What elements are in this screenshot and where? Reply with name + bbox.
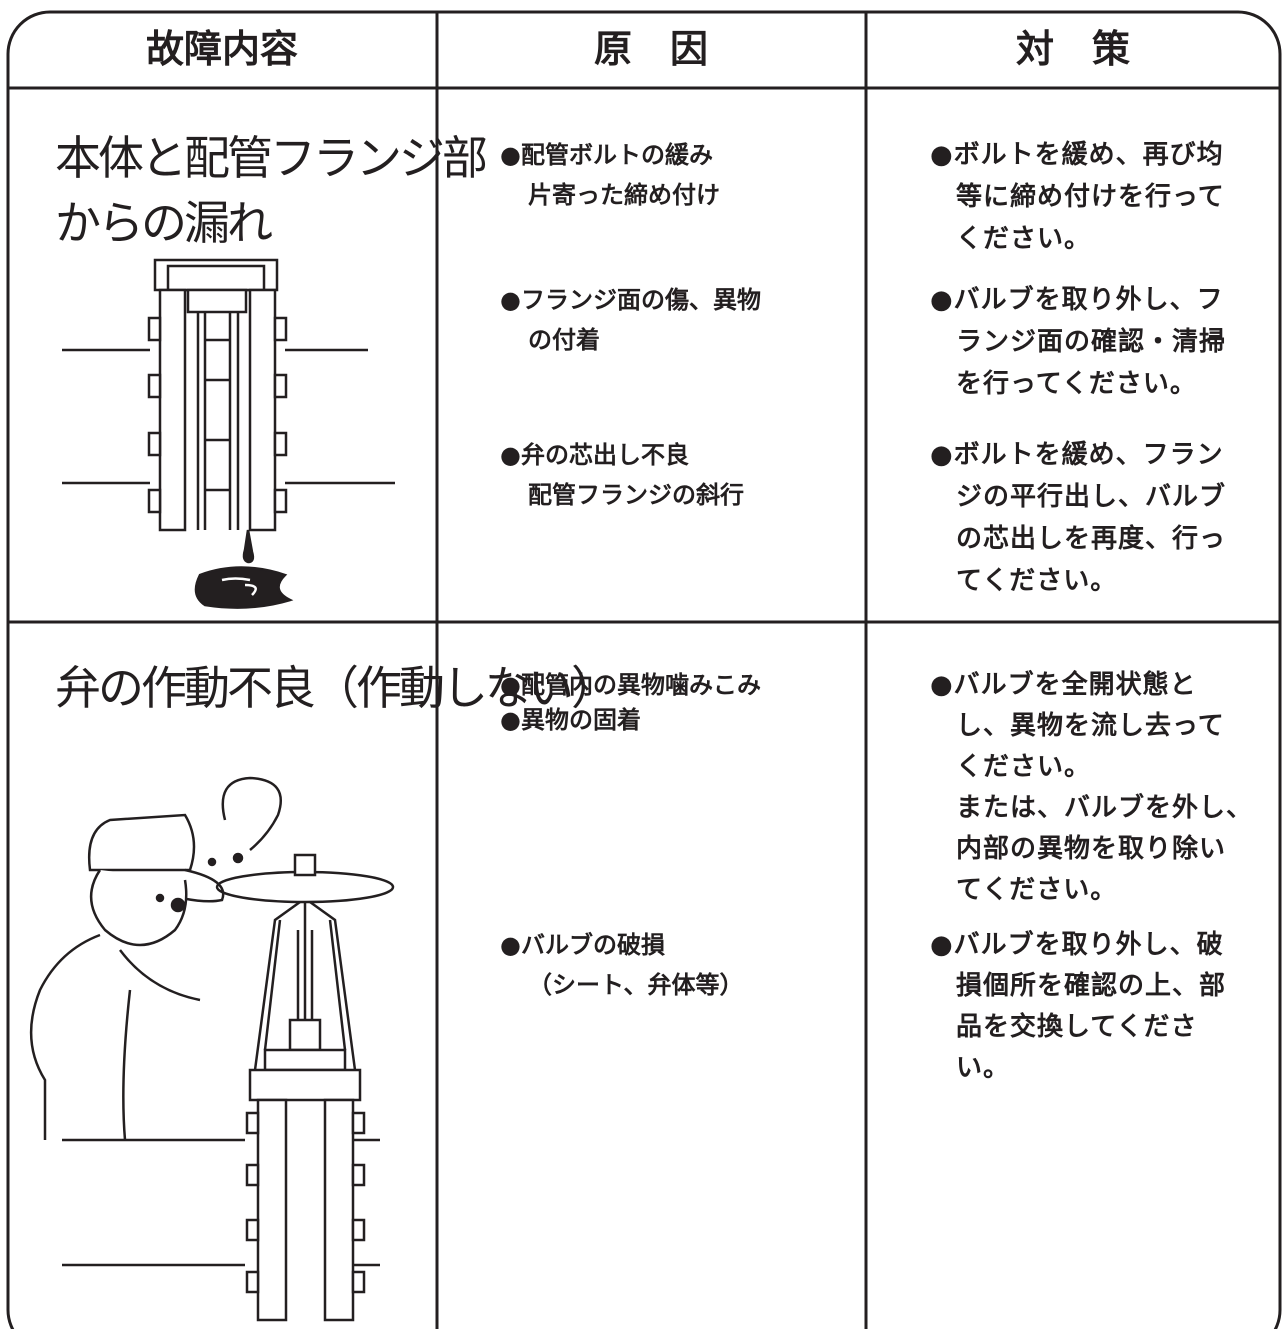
worker-valve-illustration [29,776,395,1322]
measure-text: 損個所を確認の上、部 [956,971,1227,1001]
cause-text: 配管フランジの斜行 [528,481,744,509]
cause-text: ●配管内の異物噛みこみ [500,671,761,699]
cause-text: ●弁の芯出し不良 [500,441,689,469]
table-frame [6,10,1282,1329]
measure-text: ジの平行出し、バルブ [956,482,1227,512]
measure-text: の芯出しを再度、行っ [956,524,1227,554]
cause-text: ●フランジ面の傷、異物 [500,286,761,314]
cause-text: ●バルブの破損 [500,931,665,959]
measure-text: 等に締め付けを行って [956,182,1225,212]
cause-text: 片寄った締め付け [528,181,720,209]
header-cell: 故障内容 [145,27,299,71]
header-cell: 対 策 [1015,27,1131,71]
measure-text: 内部の異物を取り除い [956,834,1227,864]
measure-text: ●バルブを取り外し、フ [930,285,1224,315]
cause-text: ●異物の固着 [500,706,641,734]
measure-text: 品を交換してくださ [956,1012,1198,1042]
header-cell: 原 因 [593,27,709,71]
cause-text: ●配管ボルトの緩み [500,141,713,169]
measure-text: ください。 [956,224,1092,254]
cause-text: （シート、弁体等） [528,971,744,999]
measure-text: てください。 [956,875,1118,905]
fault-text: からの漏れ [55,196,273,250]
measure-text: てください。 [956,566,1118,596]
flange-valve-illustration [62,258,395,609]
fault-text: 本体と配管フランジ部 [55,131,488,185]
measure-text: ●ボルトを緩め、フラン [930,440,1224,470]
measure-text: い。 [956,1053,1011,1083]
fault-text: 弁の作動不良（作動しない） [55,661,617,715]
measure-text: または、バルブを外し、 [956,793,1254,823]
measure-text: ランジ面の確認・清掃 [956,327,1227,357]
cause-text: の付着 [528,326,600,354]
measure-text: を行ってください。 [956,369,1197,399]
measure-text: ●ボルトを緩め、再び均 [930,140,1224,170]
measure-text: し、異物を流し去って [956,711,1225,741]
measure-text: ください。 [956,752,1092,782]
measure-text: ●バルブを全開状態と [930,670,1197,700]
measure-text: ●バルブを取り外し、破 [930,930,1224,960]
